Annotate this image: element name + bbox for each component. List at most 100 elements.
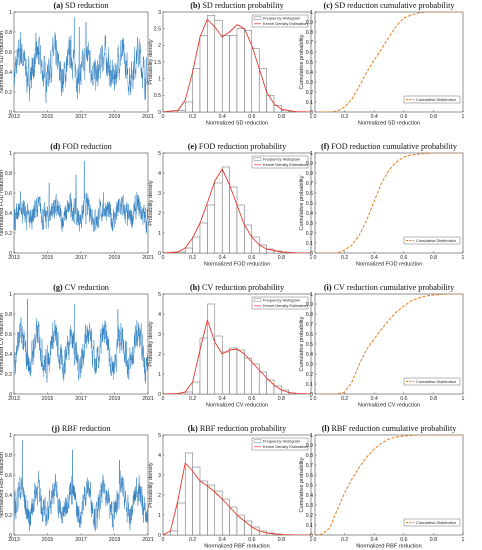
x-tick-label: 2021	[142, 114, 154, 120]
histogram-bar	[199, 35, 208, 113]
legend-label: Frequency Histogram	[263, 439, 300, 444]
x-tick-label: 0	[314, 537, 317, 543]
x-tick-label: 2019	[109, 396, 121, 402]
panel-i: (i) CV reduction cumulative probability 0…	[299, 283, 465, 409]
y-tick-label: 0.4	[5, 211, 12, 217]
y-axis-label: Probability density	[148, 180, 154, 226]
histogram-bar	[251, 236, 260, 254]
histogram-bar	[184, 247, 193, 254]
y-tick-label: 0.4	[5, 493, 12, 499]
cdf-line	[315, 294, 463, 394]
x-tick-label: 2013	[8, 396, 20, 402]
x-tick-label: 0.8	[278, 396, 285, 402]
y-tick-label: 0.8	[306, 312, 313, 318]
x-tick-label: 0.2	[189, 396, 196, 402]
x-tick-label: 2017	[75, 114, 87, 120]
y-tick-label: 1	[310, 292, 313, 298]
y-axis-label: Normalized CV reduction	[0, 313, 5, 375]
panel-title-text: RBF reduction probability	[198, 424, 287, 433]
x-tick-label: 0	[314, 396, 317, 402]
y-tick-label: 0	[158, 533, 161, 539]
panel-d: (d) FOD reduction 2013 2015 2017 2019 2021 0 0.…	[0, 142, 154, 261]
panel-title-text: SD reduction probability	[200, 1, 284, 10]
x-tick-label: 0.2	[189, 537, 196, 543]
panel-title-text: FOD reduction cumulative probability	[329, 142, 458, 151]
y-tick-label: 0.3	[306, 503, 313, 509]
y-tick-label: 0.8	[5, 30, 12, 36]
x-tick-label: 2013	[8, 114, 20, 120]
histogram-bar	[170, 530, 179, 536]
legend-label: Cumulative Distribution	[416, 379, 456, 384]
y-tick-label: 0.9	[306, 20, 313, 26]
panel-title: (d) FOD reduction	[50, 142, 111, 151]
x-tick-label: 0.6	[400, 114, 407, 120]
y-tick-label: 0.1	[306, 382, 313, 388]
y-axis-label: Normalized RBF reduction	[0, 452, 5, 518]
y-tick-label: 0.9	[306, 443, 313, 449]
y-tick-label: 0.2	[5, 513, 12, 519]
y-tick-label: 2	[158, 493, 161, 499]
legend-label: Cumulative Distribution	[416, 520, 456, 525]
y-axis-label: Cumulative probability	[299, 175, 305, 230]
y-tick-label: 0.9	[306, 302, 313, 308]
histogram-bar	[229, 35, 238, 113]
panel-b: (b) SD reduction probability 0 0.2 0.4 0.6 0.…	[148, 1, 313, 127]
x-tick-label: 0.8	[430, 255, 437, 261]
legend: Cumulative Distribution	[403, 236, 461, 245]
x-tick-label: 0.4	[219, 396, 226, 402]
plot-frame	[13, 293, 149, 395]
kde-line	[163, 319, 311, 394]
y-axis-label: Cumulative probability	[299, 457, 305, 512]
y-tick-label: 0.4	[306, 70, 313, 76]
panel-title-text: SD reduction	[63, 1, 108, 10]
y-tick-label: 0.3	[306, 80, 313, 86]
y-tick-label: 1	[310, 10, 313, 16]
x-tick-label: 0.6	[248, 537, 255, 543]
x-tick-label: 0.2	[341, 114, 348, 120]
y-tick-label: 0	[9, 110, 12, 116]
y-tick-label: 4	[158, 453, 161, 459]
histogram-bar	[177, 502, 186, 536]
y-tick-label: 0.8	[5, 312, 12, 318]
x-tick-label: 0.8	[430, 114, 437, 120]
panel-letter: (g)	[53, 283, 63, 292]
y-tick-label: 0.1	[306, 241, 313, 247]
histogram-bar	[192, 381, 201, 395]
y-axis-label: Cumulative probability	[299, 316, 305, 371]
x-tick-label: 2019	[109, 255, 121, 261]
x-tick-label: 0	[162, 396, 165, 402]
legend-label: Kernel Density Estimation	[263, 162, 308, 167]
histogram-bar	[244, 224, 253, 254]
legend: Cumulative Distribution	[403, 377, 461, 386]
x-tick-label: 2015	[42, 255, 54, 261]
panel-letter: (d)	[50, 142, 60, 151]
y-tick-label: 0.2	[306, 231, 313, 237]
histogram-bar	[192, 466, 201, 536]
series-line	[14, 160, 148, 234]
panel-letter: (c)	[324, 1, 333, 10]
panel-title-text: FOD reduction probability	[197, 142, 287, 151]
histogram-bar	[236, 204, 245, 254]
y-tick-label: 0.6	[306, 332, 313, 338]
x-tick-label: 0.6	[400, 396, 407, 402]
panel-letter: (k)	[188, 424, 198, 433]
panel-k: (k) RBF reduction probability 0 0.2 0.4 0.6 0…	[148, 424, 313, 550]
y-tick-label: 0.3	[306, 221, 313, 227]
x-tick-label: 2017	[75, 396, 87, 402]
panel-title: (a) SD reduction	[53, 1, 108, 10]
panel-letter: (h)	[190, 283, 200, 292]
y-tick-label: 0.4	[5, 70, 12, 76]
y-axis-label: Normalized SD reduction	[0, 31, 5, 93]
histogram-bar	[258, 68, 267, 113]
panel-title-text: SD reduction cumulative probability	[333, 1, 456, 10]
x-tick-label: 0.4	[371, 396, 378, 402]
panel-g: (g) CV reduction 2013 2015 2017 2019 2021 0 0.2…	[0, 283, 154, 402]
histogram-bar	[221, 351, 230, 395]
histogram-bar	[199, 480, 208, 536]
x-tick-label: 2017	[75, 255, 87, 261]
x-tick-label: 0.2	[189, 255, 196, 261]
y-tick-label: 1	[310, 433, 313, 439]
histogram-bar	[184, 452, 193, 536]
x-tick-label: 2021	[142, 537, 154, 543]
y-tick-label: 4	[158, 171, 161, 177]
